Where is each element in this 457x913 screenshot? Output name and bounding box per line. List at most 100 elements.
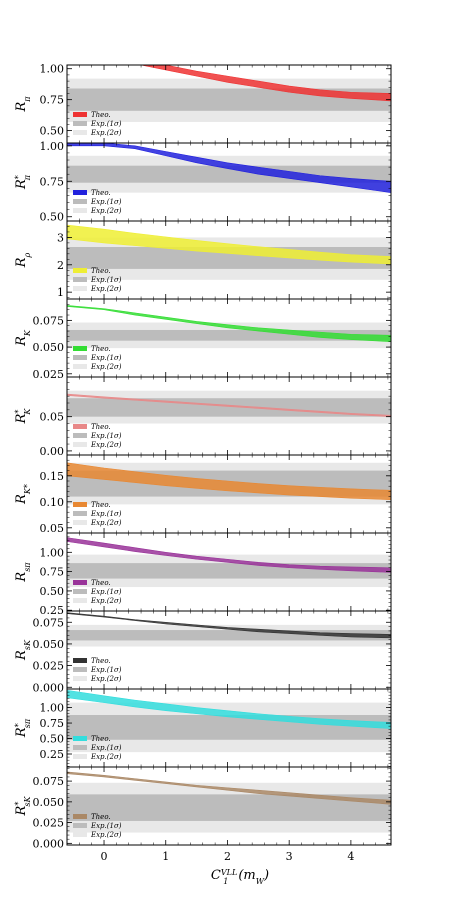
legend-label: Exp.(2σ) xyxy=(90,831,122,839)
x-tick-label: 3 xyxy=(286,850,293,863)
y-axis-label: RK* xyxy=(14,484,32,505)
legend-label: Exp.(1σ) xyxy=(90,432,122,440)
legend: Theo.Exp.(1σ)Exp.(2σ) xyxy=(73,813,122,839)
legend-label: Exp.(1σ) xyxy=(90,744,122,752)
y-tick-label: 0.075 xyxy=(33,616,65,629)
legend-label: Exp.(2σ) xyxy=(90,207,122,215)
y-tick-label: 1.00 xyxy=(40,140,65,153)
y-tick-label: 0.75 xyxy=(40,175,65,188)
theory-band xyxy=(67,612,391,639)
legend-label: Theo. xyxy=(91,267,111,275)
y-tick-label: 0.000 xyxy=(33,837,65,850)
x-tick-label: 4 xyxy=(347,850,354,863)
legend-swatch xyxy=(73,130,87,135)
panel-6: 0.05 0.10 0.15 RK* Theo.Exp.(1σ)Exp.(2σ) xyxy=(14,454,392,535)
y-tick-label: 0.50 xyxy=(40,125,65,138)
y-axis-label: RsK xyxy=(14,639,32,661)
legend: Theo.Exp.(1σ)Exp.(2σ) xyxy=(73,657,122,683)
x-tick-label: 0 xyxy=(101,850,108,863)
legend-swatch xyxy=(73,823,87,828)
theory-band xyxy=(67,462,391,501)
legend: Theo.Exp.(1σ)Exp.(2σ) xyxy=(73,501,122,527)
legend-label: Theo. xyxy=(91,345,111,353)
legend: Theo.Exp.(1σ)Exp.(2σ) xyxy=(73,423,122,449)
legend: Theo.Exp.(1σ)Exp.(2σ) xyxy=(73,111,122,137)
panel-plot-area xyxy=(67,390,391,424)
y-tick-label: 0.50 xyxy=(40,211,65,224)
y-tick-label: 0.25 xyxy=(40,604,65,617)
legend-label: Theo. xyxy=(91,579,111,587)
legend-swatch xyxy=(73,814,87,819)
x-tick-label: 2 xyxy=(224,850,231,863)
y-tick-label: 0.75 xyxy=(40,717,65,730)
y-axis-label: RK xyxy=(14,329,32,347)
legend-label: Exp.(1σ) xyxy=(90,588,122,596)
y-axis-label: Rπ xyxy=(14,96,32,113)
panel-plot-area xyxy=(67,462,391,505)
panel-plot-area xyxy=(67,305,391,349)
theory-band xyxy=(67,143,391,193)
y-tick-label: 1 xyxy=(57,286,64,299)
y-tick-label: 0.50 xyxy=(40,585,65,598)
legend-label: Exp.(2σ) xyxy=(90,597,122,605)
y-tick-label: 0.050 xyxy=(33,638,65,651)
theory-band xyxy=(139,65,391,102)
legend-label: Exp.(1σ) xyxy=(90,354,122,362)
exp-1sigma-band xyxy=(67,715,391,740)
y-tick-label: 2 xyxy=(57,259,64,272)
y-tick-label: 0.05 xyxy=(40,411,65,424)
panel-plot-area xyxy=(67,65,391,122)
legend-swatch xyxy=(73,676,87,681)
legend-label: Exp.(2σ) xyxy=(90,519,122,527)
y-axis-label: R*K xyxy=(14,408,32,425)
theory-band xyxy=(67,393,391,417)
panel-plot-area xyxy=(67,689,391,753)
legend-swatch xyxy=(73,511,87,516)
legend-label: Theo. xyxy=(91,423,111,431)
x-axis-label: CVLL 1 (mW) xyxy=(211,868,269,886)
legend-label: Exp.(1σ) xyxy=(90,666,122,674)
y-tick-label: 0.10 xyxy=(40,496,65,509)
legend: Theo.Exp.(1σ)Exp.(2σ) xyxy=(73,267,122,293)
legend-label: Theo. xyxy=(91,735,111,743)
y-tick-label: 0.05 xyxy=(40,522,65,535)
y-tick-label: 0.025 xyxy=(33,817,65,830)
y-tick-label: 1.00 xyxy=(40,702,65,715)
legend-label: Exp.(2σ) xyxy=(90,285,122,293)
y-tick-label: 0.25 xyxy=(40,748,65,761)
legend-label: Theo. xyxy=(91,813,111,821)
legend-swatch xyxy=(73,112,87,117)
theory-band xyxy=(67,771,391,805)
legend-label: Exp.(2σ) xyxy=(90,363,122,371)
legend-swatch xyxy=(73,745,87,750)
legend-swatch xyxy=(73,268,87,273)
legend-label: Theo. xyxy=(91,111,111,119)
panel-9: 0.25 0.50 0.75 1.00 R*sπ Theo.Exp.(1σ)Exp.(2σ… xyxy=(14,688,392,768)
legend-swatch xyxy=(73,598,87,603)
y-tick-label: 0.000 xyxy=(33,681,65,694)
exp-1sigma-band xyxy=(67,563,391,579)
legend-swatch xyxy=(73,286,87,291)
legend-swatch xyxy=(73,355,87,360)
y-tick-label: 0.00 xyxy=(40,445,65,458)
y-tick-label: 0.025 xyxy=(33,660,65,673)
legend-swatch xyxy=(73,736,87,741)
y-tick-label: 0.75 xyxy=(40,94,65,107)
legend-swatch xyxy=(73,346,87,351)
y-tick-label: 0.050 xyxy=(33,341,65,354)
exp-1sigma-band xyxy=(67,630,391,641)
y-tick-label: 0.15 xyxy=(40,470,65,483)
y-axis-label: R*sK xyxy=(14,796,32,817)
legend-label: Exp.(1σ) xyxy=(90,120,122,128)
legend-label: Theo. xyxy=(91,501,111,509)
y-axis-label: Rsπ xyxy=(14,562,32,583)
legend-label: Theo. xyxy=(91,189,111,197)
legend-swatch xyxy=(73,424,87,429)
panel-plot-area xyxy=(67,537,391,588)
legend-swatch xyxy=(73,190,87,195)
legend: Theo.Exp.(1σ)Exp.(2σ) xyxy=(73,579,122,605)
